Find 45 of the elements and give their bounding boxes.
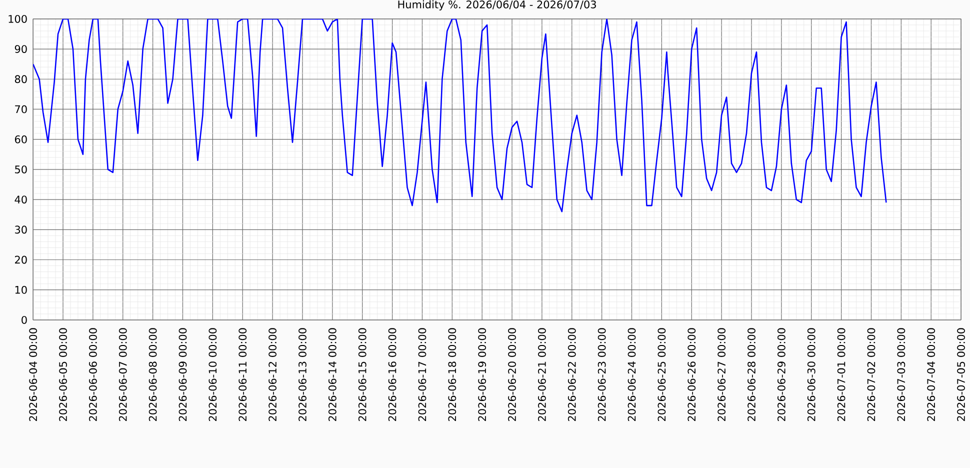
x-tick-label: 2026-07-03 00:00 [897, 328, 906, 421]
y-tick-label: 60 [14, 135, 27, 144]
x-tick-label: 2026-06-19 00:00 [478, 328, 486, 421]
x-tick-label: 2026-07-04 00:00 [927, 328, 936, 421]
x-tick-label: 2026-07-05 00:00 [957, 328, 965, 421]
y-tick-label: 10 [15, 286, 27, 294]
x-tick-label: 2026-06-05 00:00 [59, 328, 67, 421]
x-tick-label: 2026-07-02 00:00 [867, 328, 876, 421]
x-tick-label: 2026-06-14 00:00 [328, 328, 336, 421]
x-tick-label: 2026-06-21 00:00 [538, 328, 546, 421]
y-tick-label: 90 [14, 44, 27, 53]
line-series [33, 18, 887, 212]
y-tick-label: 40 [14, 195, 27, 204]
x-tick-label: 2026-06-23 00:00 [598, 328, 606, 421]
x-tick-label: 2026-06-09 00:00 [178, 328, 187, 421]
x-tick-label: 2026-06-13 00:00 [298, 328, 306, 421]
x-tick-label: 2026-06-24 00:00 [628, 328, 636, 421]
y-tick-label: 80 [14, 74, 27, 83]
y-tick-label: 100 [8, 14, 27, 23]
y-tick-label: 30 [15, 225, 27, 234]
x-tick-label: 2026-06-11 00:00 [238, 328, 247, 421]
chart-title: Humidity %. 2026/06/04 - 2026/07/03 [398, 0, 596, 10]
x-tick-label: 2026-06-07 00:00 [118, 328, 127, 421]
x-tick-label: 2026-06-17 00:00 [418, 328, 426, 421]
x-tick-label: 2026-06-22 00:00 [568, 328, 576, 421]
x-tick-label: 2026-07-01 00:00 [837, 328, 846, 421]
y-tick-label: 20 [15, 256, 27, 264]
y-tick-label: 0 [22, 316, 27, 324]
x-tick-label: 2026-06-08 00:00 [148, 328, 157, 421]
x-tick-label: 2026-06-06 00:00 [88, 328, 97, 421]
x-tick-label: 2026-06-27 00:00 [718, 328, 726, 421]
x-tick-label: 2026-06-20 00:00 [508, 328, 516, 421]
x-tick-label: 2026-06-29 00:00 [777, 328, 786, 421]
x-tick-label: 2026-06-26 00:00 [688, 328, 696, 421]
x-tick-label: 2026-06-25 00:00 [658, 328, 666, 421]
x-tick-label: 2026-06-30 00:00 [807, 328, 816, 421]
x-tick-label: 2026-06-04 00:00 [29, 328, 38, 421]
x-tick-label: 2026-06-28 00:00 [748, 328, 756, 421]
x-tick-label: 2026-06-12 00:00 [268, 328, 276, 421]
y-tick-label: 70 [15, 105, 27, 113]
y-tick-label: 50 [15, 165, 27, 174]
x-tick-label: 2026-06-18 00:00 [448, 328, 456, 421]
x-tick-label: 2026-06-16 00:00 [388, 328, 396, 421]
x-tick-label: 2026-06-10 00:00 [208, 328, 217, 421]
x-tick-label: 2026-06-15 00:00 [358, 328, 366, 421]
